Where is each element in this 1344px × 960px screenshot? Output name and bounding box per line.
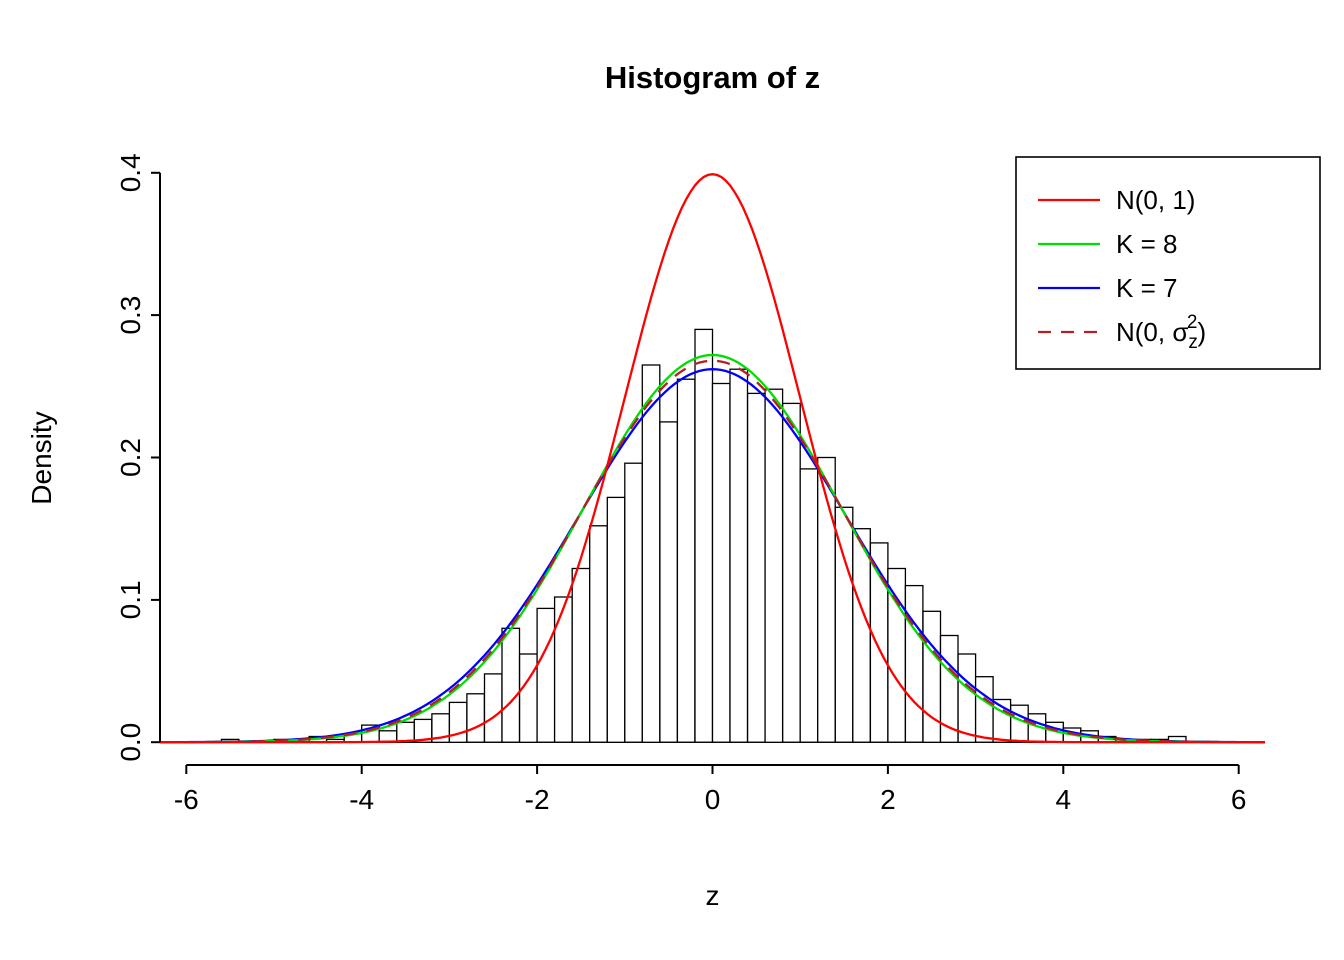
legend-label: N(0, 1): [1116, 185, 1195, 215]
x-tick-label: 4: [1056, 784, 1072, 815]
x-tick-label: 6: [1231, 784, 1247, 815]
histogram-bar: [711, 382, 731, 743]
curve-k7: [159, 368, 1266, 744]
histogram-bar: [606, 496, 626, 743]
histogram-bar: [1010, 704, 1029, 743]
histogram-bar: [799, 468, 819, 743]
x-axis-label: z: [705, 880, 720, 911]
chart-title: Histogram of z: [604, 60, 821, 95]
histogram-bar: [501, 627, 521, 743]
y-tick-label: 0.2: [115, 438, 146, 477]
legend-label: K = 8: [1116, 229, 1177, 259]
histogram-bar: [466, 693, 486, 743]
histogram-bar: [922, 610, 942, 743]
histogram-bar: [518, 653, 538, 743]
histogram-bar: [904, 584, 924, 743]
x-tick-label: -2: [525, 784, 550, 815]
x-tick-label: 2: [880, 784, 896, 815]
curve-n01: [160, 173, 1265, 744]
histogram-bar: [483, 673, 503, 743]
x-tick-label: -4: [349, 784, 374, 815]
curve-n0-sigmaz2: [160, 359, 1265, 744]
histogram-bar: [396, 721, 415, 743]
histogram-bar: [659, 421, 679, 743]
legend-box: [1015, 156, 1321, 370]
histogram-bar: [834, 506, 854, 743]
y-tick-label: 0.4: [115, 153, 146, 192]
legend-label: N(0, σz2): [1116, 312, 1206, 353]
histogram-bar: [571, 567, 591, 743]
legend-label: K = 7: [1116, 273, 1177, 303]
histogram-bar: [764, 388, 784, 743]
histogram-bar: [782, 402, 801, 743]
histogram-bar: [729, 368, 749, 743]
histogram-bar: [676, 378, 696, 743]
histogram-bar: [694, 328, 714, 743]
histogram-bar: [589, 525, 608, 743]
y-tick-label: 0.1: [115, 580, 146, 619]
histogram-bar: [641, 364, 661, 743]
histogram-bar: [624, 462, 643, 743]
x-tick-label: -6: [174, 784, 199, 815]
histogram-bar: [553, 596, 573, 743]
histogram-bar: [536, 607, 556, 743]
x-tick-label: 0: [705, 784, 721, 815]
histogram-bar: [957, 653, 977, 743]
histogram-bar: [746, 392, 766, 743]
histogram-bar: [852, 528, 871, 743]
y-tick-label: 0.0: [115, 723, 146, 762]
y-tick-label: 0.3: [115, 296, 146, 335]
histogram-bar: [974, 676, 994, 743]
